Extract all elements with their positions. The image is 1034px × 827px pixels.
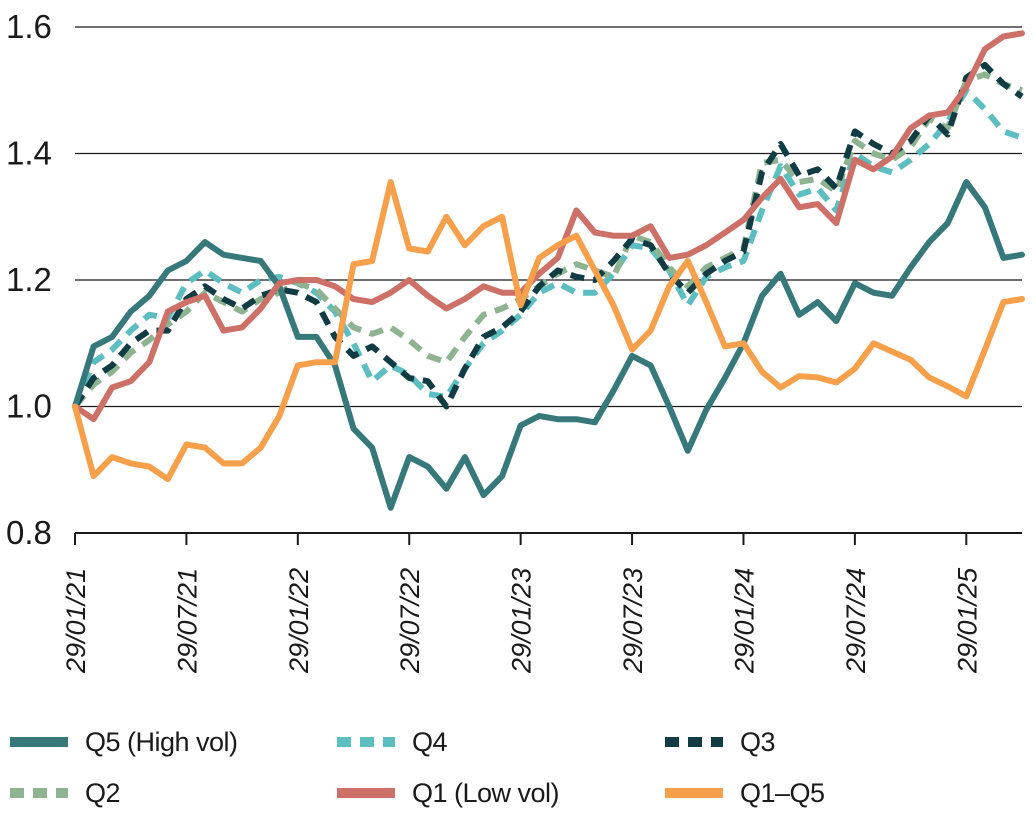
x-tick-label: 29/07/21 <box>172 568 202 674</box>
legend-label-q3: Q3 <box>740 726 776 757</box>
legend-swatch-q1-line-icon <box>337 788 395 798</box>
x-tick-label: 29/01/23 <box>507 568 537 674</box>
y-tick-label: 1.4 <box>6 135 52 172</box>
legend-swatch-q3-dashed-line-icon <box>665 737 723 747</box>
x-tick-label: 29/01/22 <box>284 568 314 674</box>
legend-item-q2: Q2 <box>10 776 121 810</box>
y-tick-label: 0.8 <box>6 514 52 551</box>
legend-item-q1-low-vol: Q1 (Low vol) <box>337 776 560 810</box>
chart-legend: Q5 (High vol) Q4 Q3 Q2 Q1 (Low vol) Q1–Q… <box>0 718 1034 827</box>
x-tick-label: 29/01/21 <box>61 568 91 674</box>
series-line-q5-high-vol <box>72 179 1025 511</box>
legend-item-q1-minus-q5: Q1–Q5 <box>665 776 825 810</box>
legend-swatch-q2-dashed-line-icon <box>10 788 68 798</box>
y-tick-label: 1.6 <box>6 8 52 45</box>
series-line-q1-q5 <box>72 179 1025 483</box>
x-tick-label: 29/01/25 <box>952 567 982 674</box>
legend-swatch-q1-q5-line-icon <box>665 788 723 798</box>
line-chart-plot-area: 1.6 1.4 1.2 1.0 0.8 29/01/21 29/07/21 29/01/22 2… <box>6 8 1025 674</box>
legend-label-q4: Q4 <box>412 726 448 757</box>
y-tick-label: 1.2 <box>6 261 52 298</box>
x-tick-label: 29/07/23 <box>618 568 648 674</box>
x-tick-label: 29/01/24 <box>729 568 759 674</box>
series-line-q2 <box>72 71 1023 409</box>
legend-item-q3: Q3 <box>665 725 776 759</box>
x-tick-label: 29/07/24 <box>841 568 871 674</box>
legend-label-q1: Q1 (Low vol) <box>412 777 560 808</box>
series-line-q3 <box>72 62 1024 410</box>
legend-swatch-q5-line-icon <box>10 737 68 747</box>
legend-label-q1-q5: Q1–Q5 <box>740 777 825 808</box>
legend-item-q5-high-vol: Q5 (High vol) <box>10 725 238 759</box>
series-line-q4 <box>72 87 1023 408</box>
legend-label-q5: Q5 (High vol) <box>85 726 238 757</box>
y-tick-label: 1.0 <box>6 388 52 425</box>
series-line-q1-low-vol <box>72 30 1025 423</box>
legend-item-q4: Q4 <box>337 725 448 759</box>
legend-label-q2: Q2 <box>85 777 121 808</box>
legend-swatch-q4-dashed-line-icon <box>337 737 395 747</box>
x-tick-label: 29/07/22 <box>395 568 425 674</box>
